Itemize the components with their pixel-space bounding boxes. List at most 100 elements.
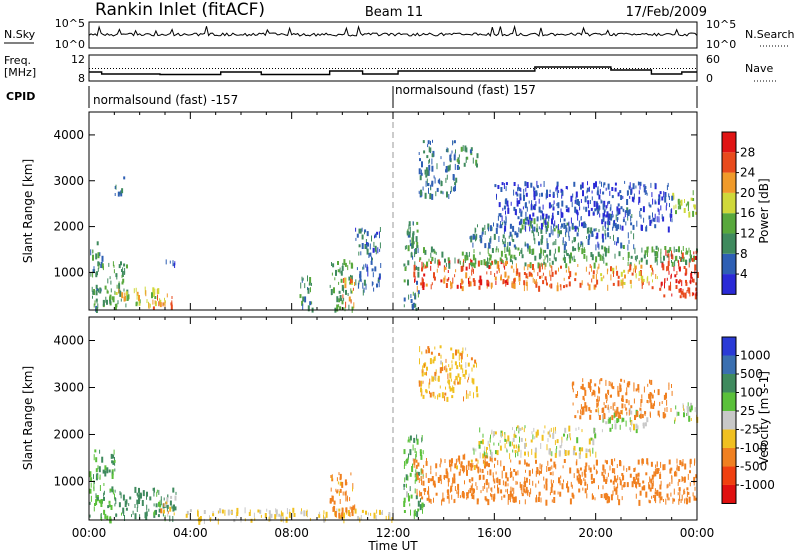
data-cell [644, 191, 646, 195]
data-cell [658, 469, 659, 474]
data-cell [479, 474, 482, 480]
data-cell [677, 492, 679, 496]
data-cell [104, 513, 107, 519]
data-cell [426, 458, 427, 464]
data-cell [499, 445, 502, 451]
data-cell [600, 199, 602, 204]
data-cell [412, 221, 414, 226]
data-cell [422, 469, 424, 475]
data-cell [568, 281, 571, 287]
data-cell [575, 452, 577, 456]
data-cell [104, 285, 107, 290]
data-cell [592, 212, 595, 216]
data-cell [420, 468, 422, 475]
data-cell [482, 486, 484, 491]
data-cell [148, 302, 150, 309]
data-cell [286, 508, 288, 515]
data-cell [447, 380, 449, 384]
data-cell [629, 427, 632, 431]
data-cell [112, 454, 115, 459]
data-cell [350, 279, 353, 284]
data-cell [337, 261, 339, 265]
data-cell [585, 206, 588, 212]
data-cell [568, 235, 570, 241]
data-cell [441, 499, 443, 506]
data-cell [431, 256, 434, 261]
data-cell [441, 498, 444, 502]
data-cell [533, 195, 536, 201]
data-cell [416, 438, 419, 445]
data-cell [518, 425, 520, 431]
data-cell [452, 477, 454, 484]
data-cell [495, 471, 497, 475]
data-cell [602, 216, 605, 222]
data-cell [562, 465, 564, 469]
data-cell [446, 396, 449, 402]
freq-unit-label: [MHz] [4, 66, 36, 79]
data-cell [122, 267, 124, 274]
data-cell [518, 187, 521, 192]
data-cell [118, 281, 120, 285]
data-cell [564, 449, 565, 455]
data-cell [413, 458, 416, 465]
data-cell [528, 248, 531, 254]
data-cell [152, 487, 155, 491]
data-cell [589, 230, 592, 234]
data-cell [164, 297, 165, 301]
data-cell [660, 281, 663, 286]
data-cell [614, 420, 616, 423]
data-cell [573, 181, 576, 187]
data-cell [403, 484, 405, 490]
data-cell [413, 510, 416, 517]
data-cell [539, 263, 541, 269]
data-cell [518, 460, 521, 465]
data-cell [532, 248, 535, 255]
data-cell [624, 274, 626, 279]
data-cell [157, 288, 160, 295]
data-cell [568, 266, 570, 273]
data-cell [581, 471, 583, 477]
data-cell [513, 487, 515, 494]
data-cell [418, 190, 420, 194]
data-cell [479, 427, 481, 433]
data-cell [620, 478, 622, 482]
data-cell [424, 265, 427, 269]
data-cell [433, 250, 436, 254]
data-cell [641, 247, 643, 253]
data-cell [553, 427, 555, 434]
data-cell [666, 493, 669, 498]
data-cell [607, 201, 609, 206]
data-cell [696, 272, 699, 278]
data-cell [158, 489, 160, 495]
data-cell [486, 461, 489, 465]
data-cell [650, 392, 652, 398]
data-cell [657, 198, 660, 205]
data-cell [373, 241, 375, 247]
data-cell [538, 206, 541, 213]
data-cell [616, 206, 619, 212]
data-cell [649, 476, 651, 483]
data-cell [495, 281, 497, 285]
data-cell [185, 513, 188, 518]
data-cell [101, 456, 104, 463]
data-cell [352, 487, 353, 492]
data-cell [575, 394, 578, 398]
data-cell [363, 279, 366, 286]
data-cell [554, 270, 557, 275]
data-cell [344, 307, 346, 312]
data-cell [665, 413, 667, 418]
data-cell [614, 413, 617, 417]
data-cell [152, 306, 155, 311]
data-cell [635, 255, 637, 262]
data-cell [506, 449, 508, 453]
data-cell [690, 272, 693, 279]
data-cell [450, 282, 453, 289]
data-cell [125, 291, 128, 296]
data-cell [450, 153, 452, 157]
data-cell [422, 474, 424, 478]
data-cell [598, 409, 600, 416]
data-cell [358, 251, 360, 256]
data-cell [689, 460, 692, 465]
data-cell [440, 190, 443, 194]
data-cell [448, 379, 451, 385]
